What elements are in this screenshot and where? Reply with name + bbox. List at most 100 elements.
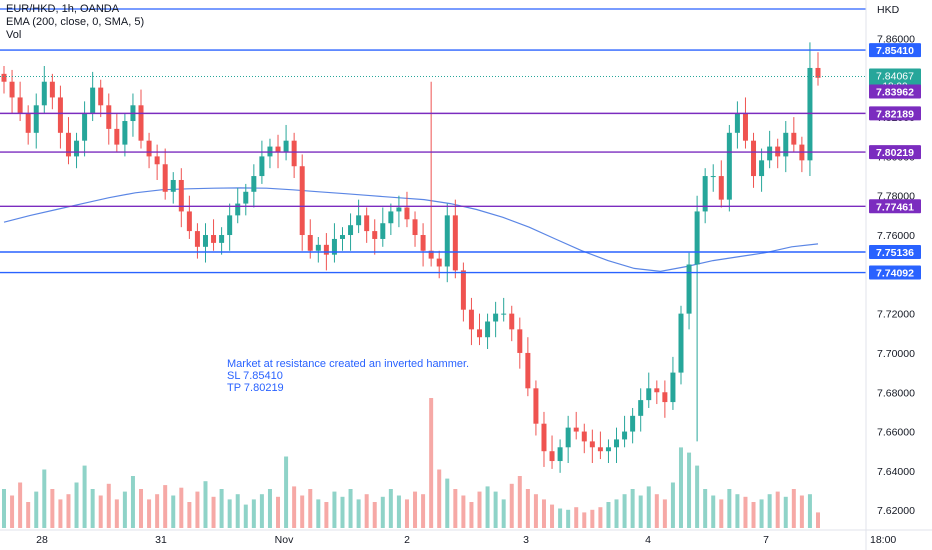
candle-body xyxy=(525,352,531,389)
candle-body xyxy=(549,451,555,462)
volume-bar xyxy=(26,502,31,528)
candle-body xyxy=(662,392,668,403)
volume-indicator-label[interactable]: Vol xyxy=(6,29,22,41)
y-tick-label: 7.68000 xyxy=(877,387,915,399)
candle-body xyxy=(654,388,660,393)
volume-bar xyxy=(775,491,780,528)
volume-bar xyxy=(114,499,119,528)
level-price-tag xyxy=(869,199,921,214)
volume-bar xyxy=(42,469,47,528)
level-price-label: 7.82189 xyxy=(876,108,914,120)
volume-bar xyxy=(816,512,820,528)
candle-body xyxy=(477,329,483,338)
candle-body xyxy=(815,67,821,78)
candle-body xyxy=(380,223,386,239)
volume-bar xyxy=(364,494,369,528)
candle-body xyxy=(178,179,184,212)
x-tick-label: Nov xyxy=(275,534,294,546)
candle-body xyxy=(597,447,603,452)
candle-body xyxy=(98,87,104,106)
volume-bar xyxy=(606,502,611,528)
candle-body xyxy=(259,156,265,177)
candle-body xyxy=(202,235,208,247)
volume-bar xyxy=(332,491,337,528)
candle-body xyxy=(501,313,507,315)
candle-body xyxy=(396,207,402,212)
candle-body xyxy=(186,211,192,232)
volume-bar xyxy=(18,482,23,528)
volume-bar xyxy=(654,494,659,528)
ema-indicator-label[interactable]: EMA (200, close, 0, SMA, 5) xyxy=(6,16,145,28)
y-tick-label: 7.62000 xyxy=(877,505,915,517)
annotation-line-1: Market at resistance created an inverted… xyxy=(227,358,470,370)
volume-bar xyxy=(598,507,603,528)
level-price-label: 7.77461 xyxy=(876,201,914,213)
volume-bars xyxy=(2,398,820,528)
candle-body xyxy=(219,235,225,243)
volume-bar xyxy=(727,489,732,528)
candle-body xyxy=(533,388,539,424)
volume-bar xyxy=(799,495,804,528)
volume-bar xyxy=(630,489,635,528)
level-price-label: 7.74092 xyxy=(876,268,914,280)
horizontal-levels[interactable] xyxy=(0,8,866,274)
candle-body xyxy=(57,97,63,133)
y-tick-label: 7.72000 xyxy=(877,309,915,321)
volume-bar xyxy=(767,494,772,528)
candle-body xyxy=(614,439,620,448)
level-price-tag xyxy=(869,145,921,160)
candle-body xyxy=(452,215,458,271)
volume-bar xyxy=(163,485,168,528)
volume-bar xyxy=(517,476,522,528)
candle-body xyxy=(485,321,491,338)
candle-body xyxy=(194,231,200,247)
candle-body xyxy=(605,447,611,452)
candle-body xyxy=(807,67,813,161)
volume-bar xyxy=(501,499,506,528)
candle-body xyxy=(17,97,23,114)
volume-bar xyxy=(477,491,482,528)
volume-bar xyxy=(372,502,377,528)
trade-annotation[interactable]: Market at resistance created an inverted… xyxy=(227,358,469,394)
candle-body xyxy=(227,215,233,236)
x-tick-label: 18:00 xyxy=(870,534,896,546)
candle-body xyxy=(323,244,329,255)
volume-bar xyxy=(735,494,740,528)
candle-body xyxy=(742,113,748,141)
volume-bar xyxy=(340,496,345,528)
volume-bar xyxy=(541,499,546,528)
volume-bar xyxy=(324,502,329,528)
y-tick-label: 7.64000 xyxy=(877,466,915,478)
volume-bar xyxy=(356,499,361,528)
volume-bar xyxy=(662,499,667,528)
candle-body xyxy=(82,113,88,141)
volume-bar xyxy=(783,496,788,528)
x-tick-label: 3 xyxy=(523,534,529,546)
candle-body xyxy=(412,219,418,236)
candle-body xyxy=(541,423,547,452)
candle-body xyxy=(9,81,15,98)
volume-bar xyxy=(638,495,643,528)
candle-body xyxy=(299,166,305,236)
candle-body xyxy=(90,87,96,114)
candle-body xyxy=(364,215,370,232)
volume-bar xyxy=(582,512,587,528)
candle-body xyxy=(444,215,450,267)
volume-bar xyxy=(147,499,152,528)
volume-bar xyxy=(284,456,289,528)
candle-body xyxy=(638,400,644,416)
candle-body xyxy=(589,441,595,448)
volume-bar xyxy=(187,502,192,528)
symbol-title[interactable]: EUR/HKD, 1h, OANDA xyxy=(6,3,120,15)
candle-body xyxy=(404,207,410,220)
candle-body xyxy=(630,415,636,432)
volume-bar xyxy=(558,508,563,528)
volume-bar xyxy=(179,487,184,528)
candle-body xyxy=(678,313,684,373)
candle-body xyxy=(718,176,724,200)
volume-bar xyxy=(251,499,256,528)
volume-bar xyxy=(171,495,176,528)
candle-body xyxy=(565,427,571,448)
volume-bar xyxy=(195,491,200,528)
